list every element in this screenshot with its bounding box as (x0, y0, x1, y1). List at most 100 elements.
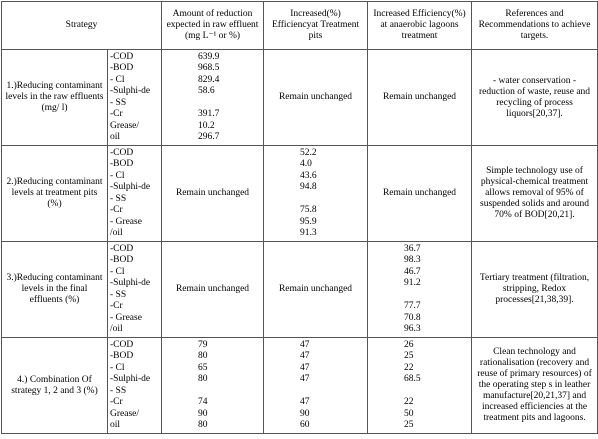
parameter: - SS (110, 193, 127, 204)
parameters-cell: -COD -BOD - Cl -Sulphi-de - SS -Cr Grease/oil (106, 337, 163, 434)
value: 74 (198, 397, 208, 407)
blank-line (198, 98, 260, 110)
references-cell: Simple technology use of physical-chemic… (471, 145, 598, 242)
strategy-cell: 4.) Combination Of strategy 1, 2 and 3 (… (1, 337, 108, 434)
value: 47 (300, 351, 310, 361)
blank-line (404, 386, 468, 398)
parameter: -Sulphi-de (110, 86, 151, 96)
value: 77.7 (404, 301, 421, 311)
lagoons-cell: Remain unchanged (367, 145, 473, 242)
lagoons-cell: 36.7 98.3 46.7 91.2 77.7 70.8 96.3 (367, 241, 473, 338)
value: 95.9 (300, 216, 317, 227)
parameter: Grease/ (110, 120, 140, 131)
value: 46.7 (404, 266, 421, 277)
references-cell: Tertiary treatment (filtration, strippin… (471, 241, 598, 338)
value: 36.7 (404, 243, 421, 254)
parameter: /oil (110, 324, 123, 334)
blank-line (198, 386, 260, 398)
header-cell: Strategy (0, 1, 163, 50)
value: 80 (198, 420, 208, 430)
header-cell: References and Recommendations to achiev… (471, 1, 598, 50)
parameter: -Cr (110, 109, 123, 119)
body-row: 4.) Combination Of strategy 1, 2 and 3 (… (1, 337, 598, 434)
parameter: oil (110, 132, 121, 142)
value: 70.8 (404, 312, 421, 323)
value: 22 (404, 397, 414, 407)
value: 47 (300, 362, 310, 373)
value: 47 (300, 339, 310, 350)
header-cell: Increased(%) Efficiencyat Treatment pits (263, 1, 369, 50)
parameter: /oil (110, 228, 123, 238)
header-row: Strategy Amount of reduction expected in… (0, 1, 598, 50)
parameter: - Cl (110, 362, 125, 373)
value: 50 (404, 408, 414, 419)
parameter: - SS (110, 385, 127, 396)
strategy-cell: 2.)Reducing contaminant levels at treatm… (1, 145, 108, 242)
value: 4.0 (300, 159, 312, 169)
amount-cell: 639.9 968.5 829.4 58.6 391.7 10.2 296.7 (161, 49, 265, 146)
value: 391.7 (198, 109, 220, 119)
parameter: -Cr (110, 205, 123, 215)
value: 96.3 (404, 324, 421, 334)
parameter: Grease/ (110, 408, 140, 419)
value: 65 (198, 362, 208, 373)
parameter: - Cl (110, 170, 125, 181)
value: 43.6 (300, 170, 317, 181)
pits-cell: Remain unchanged (263, 49, 369, 146)
amount-cell: Remain unchanged (161, 241, 265, 338)
parameter: oil (110, 420, 121, 430)
parameter: -BOD (110, 63, 134, 73)
parameters-cell: -COD -BOD - Cl -Sulphi-de - SS -Cr - Grease/oi… (106, 145, 163, 242)
strategy-cell: 3.)Reducing contaminant levels in the fi… (1, 241, 108, 338)
parameters-cell: -COD -BOD - Cl -Sulphi-de - SS -Cr - Grease/oi… (106, 241, 163, 338)
value: 80 (198, 374, 208, 384)
parameter: -Cr (110, 397, 123, 407)
value: 25 (404, 351, 414, 361)
value: 47 (300, 397, 310, 407)
references-cell: - water conservation - reduction of wast… (471, 49, 598, 146)
parameter: -COD (110, 51, 134, 62)
parameter: -COD (110, 147, 134, 158)
lagoons-cell: Remain unchanged (367, 49, 473, 146)
value: 79 (198, 339, 208, 350)
lagoons-cell: 26 25 22 68.5 22 50 25 (367, 337, 473, 434)
value: 90 (198, 408, 208, 419)
value: 22 (404, 362, 414, 373)
value: 60 (300, 420, 310, 430)
pits-cell: 52.2 4.0 43.6 94.8 75.8 95.9 91.3 (263, 145, 369, 242)
value: 25 (404, 420, 414, 430)
body-row: 2.)Reducing contaminant levels at treatm… (1, 145, 598, 242)
value: 968.5 (198, 63, 220, 73)
value: 94.8 (300, 182, 317, 192)
parameter: -COD (110, 339, 134, 350)
value: 68.5 (404, 374, 421, 384)
body-row: 1.)Reducing contaminant levels in the ra… (1, 49, 598, 146)
parameter: -BOD (110, 255, 134, 265)
pits-cell: 47 47 47 47 47 90 60 (263, 337, 369, 434)
parameter: -COD (110, 243, 134, 254)
value: 90 (300, 408, 310, 419)
blank-line (300, 386, 364, 398)
value: 58.6 (198, 86, 215, 96)
value: 296.7 (198, 132, 220, 142)
parameter: - SS (110, 97, 127, 108)
table-body: 1.)Reducing contaminant levels in the ra… (1, 49, 598, 434)
value: 47 (300, 374, 310, 384)
value: 52.2 (300, 147, 317, 158)
value: 80 (198, 351, 208, 361)
pits-cell: Remain unchanged (263, 241, 369, 338)
value: 91.3 (300, 228, 317, 238)
parameter: -Sulphi-de (110, 182, 151, 192)
header-cell: Amount of reduction expected in raw effl… (161, 1, 265, 50)
parameter: - SS (110, 289, 127, 300)
parameter: - Cl (110, 266, 125, 277)
strategy-cell: 1.)Reducing contaminant levels in the ra… (1, 49, 108, 146)
parameter: -Sulphi-de (110, 374, 151, 384)
parameter: -Sulphi-de (110, 278, 151, 288)
parameter: -Cr (110, 301, 123, 311)
references-cell: Clean technology and rationalisation (re… (471, 337, 598, 434)
parameter: -BOD (110, 351, 134, 361)
amount-cell: 79 80 65 80 74 90 80 (161, 337, 265, 434)
